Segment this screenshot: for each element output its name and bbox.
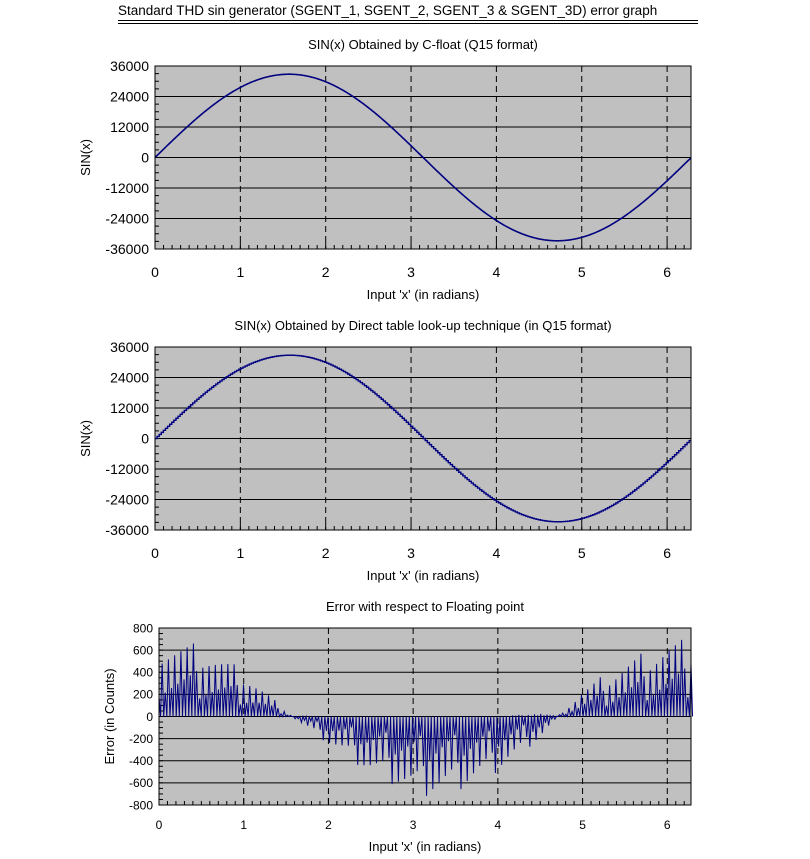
- chart-1-x-tick-label: 4: [493, 264, 501, 280]
- header-rule-top: [118, 20, 698, 21]
- chart-1-y-axis-label: SIN(x): [78, 139, 93, 176]
- chart-3-plot-frame: [158, 627, 692, 806]
- chart-2-y-tick-label: -24000: [105, 492, 149, 508]
- chart-1-y-tick-label: 24000: [110, 89, 149, 105]
- chart-2-plot-frame: [154, 346, 692, 531]
- chart-3-y-tick-label: 0: [146, 710, 153, 724]
- chart-1-y-tick-label: -36000: [105, 241, 149, 257]
- chart-2-x-tick-label: 2: [322, 545, 330, 561]
- chart-1-y-tick-label: 12000: [110, 119, 149, 135]
- chart-3-y-axis-label: Error (in Counts): [102, 668, 117, 764]
- chart-2-x-tick-label: 3: [407, 545, 415, 561]
- chart-1-x-tick-label: 6: [663, 264, 671, 280]
- chart-3-y-tick-label: -800: [129, 798, 153, 812]
- chart-2-y-tick-label: 12000: [110, 400, 149, 416]
- chart-2-x-tick-label: 1: [236, 545, 244, 561]
- chart-3-y-tick-label: 200: [133, 688, 153, 702]
- chart-1-y-tick-label: -12000: [105, 180, 149, 196]
- watermark-text: https://blog.csdn.net/qq_36697422: [588, 836, 803, 852]
- chart-1-y-tick-label: -24000: [105, 211, 149, 227]
- chart-3-x-tick-label: 3: [410, 818, 417, 832]
- chart-2-x-tick-label: 6: [663, 545, 671, 561]
- chart-3-y-tick-label: 600: [133, 643, 153, 657]
- chart-1-x-tick-label: 3: [407, 264, 415, 280]
- chart-1-plot-frame: [154, 65, 692, 250]
- chart-3-x-tick-label: 2: [325, 818, 332, 832]
- chart-1-series-line: [154, 73, 692, 242]
- chart-1-y-tick-label: 36000: [110, 58, 149, 74]
- chart-1-title: SIN(x) Obtained by C-float (Q15 format): [308, 37, 538, 52]
- chart-3-x-tick-label: 0: [156, 818, 163, 832]
- chart-2-y-tick-label: 36000: [110, 339, 149, 355]
- chart-2-y-tick-label: 24000: [110, 370, 149, 386]
- chart-3-y-tick-label: -200: [129, 732, 153, 746]
- chart-1-y-tick-label: 0: [141, 150, 149, 166]
- chart-1-x-tick-label: 2: [322, 264, 330, 280]
- chart-3-title: Error with respect to Floating point: [326, 599, 524, 614]
- chart-2-y-axis-label: SIN(x): [78, 420, 93, 457]
- chart-2-series-line: [155, 354, 691, 523]
- header-rule-bottom: [118, 23, 698, 24]
- chart-3-x-tick-label: 1: [240, 818, 247, 832]
- chart-3-y-tick-label: -400: [129, 754, 153, 768]
- chart-2-x-axis-label: Input 'x' (in radians): [367, 568, 480, 583]
- chart-3-y-tick-label: 800: [133, 621, 153, 635]
- chart-1-x-tick-label: 0: [151, 264, 159, 280]
- chart-2-y-tick-label: 0: [141, 431, 149, 447]
- chart-1-x-axis-label: Input 'x' (in radians): [367, 287, 480, 302]
- chart-2-x-tick-label: 0: [151, 545, 159, 561]
- chart-3-series-line: [158, 639, 694, 796]
- chart-3-x-axis-label: Input 'x' (in radians): [369, 839, 482, 854]
- chart-1-x-tick-label: 1: [236, 264, 244, 280]
- chart-3-x-tick-label: 6: [664, 818, 671, 832]
- chart-3-y-tick-label: 400: [133, 666, 153, 680]
- chart-2-y-tick-label: -12000: [105, 461, 149, 477]
- chart-2-x-tick-label: 4: [493, 545, 501, 561]
- page-title: Standard THD sin generator (SGENT_1, SGE…: [118, 3, 658, 18]
- chart-2-x-tick-label: 5: [578, 545, 586, 561]
- chart-3-x-tick-label: 5: [579, 818, 586, 832]
- page-header: Standard THD sin generator (SGENT_1, SGE…: [118, 2, 698, 24]
- chart-3-y-tick-label: -600: [129, 776, 153, 790]
- chart-2-title: SIN(x) Obtained by Direct table look-up …: [234, 318, 611, 333]
- chart-3-x-tick-label: 4: [495, 818, 502, 832]
- chart-1-x-tick-label: 5: [578, 264, 586, 280]
- chart-2-y-tick-label: -36000: [105, 522, 149, 538]
